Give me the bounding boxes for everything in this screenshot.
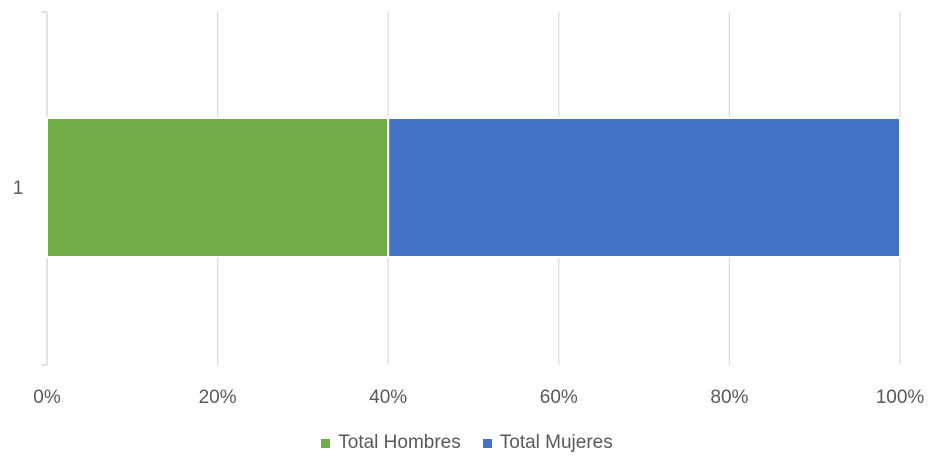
y-axis-ticks xyxy=(41,11,47,366)
x-tick-label-100: 100% xyxy=(876,387,925,408)
legend-label-total-hombres: Total Hombres xyxy=(338,432,461,453)
x-tick-label-60: 60% xyxy=(540,387,578,408)
legend-item-total-hombres: Total Hombres xyxy=(321,432,461,454)
y-axis-tick-labels: 1 xyxy=(13,178,24,199)
legend: Total Hombres Total Mujeres xyxy=(0,428,934,458)
x-tick-label-40: 40% xyxy=(369,387,407,408)
x-tick-label-0: 0% xyxy=(33,387,61,408)
x-tick-label-80: 80% xyxy=(710,387,748,408)
legend-label-total-mujeres: Total Mujeres xyxy=(499,432,613,453)
x-axis-tick-labels: 0% 20% 40% 60% 80% 100% xyxy=(33,387,924,408)
x-tick-label-20: 20% xyxy=(199,387,237,408)
y-tick-label-1: 1 xyxy=(13,178,24,199)
legend-item-total-mujeres: Total Mujeres xyxy=(482,432,613,454)
bars xyxy=(46,117,901,258)
bar-total-mujeres-1 xyxy=(387,117,901,258)
legend-swatch-total-hombres xyxy=(321,438,331,448)
legend-swatch-total-mujeres xyxy=(482,438,492,448)
bar-total-hombres-1 xyxy=(46,117,390,258)
